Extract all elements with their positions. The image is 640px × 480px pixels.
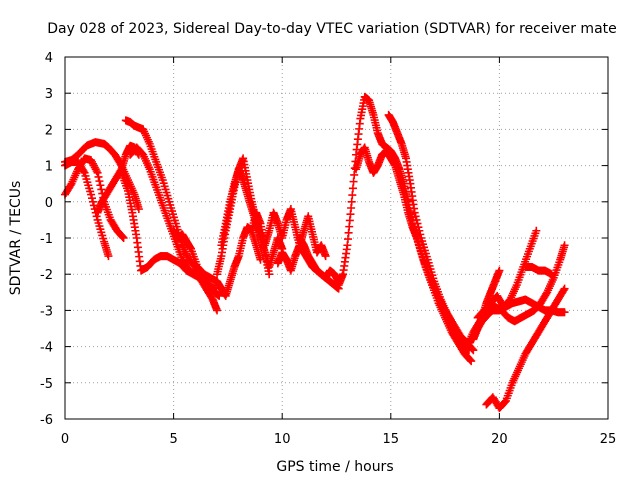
x-tick-label: 0 [61,432,69,447]
data-point [321,252,330,261]
data-point [92,167,101,176]
data-point [256,255,265,264]
data-point [411,212,420,221]
x-tick-label: 5 [169,432,177,447]
data-point [93,168,102,177]
data-point [413,219,422,228]
data-point [104,252,113,261]
data-points [61,92,569,413]
plot-frame [64,56,609,420]
data-point [467,357,476,366]
data-point [532,226,541,235]
series-arc-3 [61,154,128,242]
data-point [88,197,97,206]
data-point [415,226,424,235]
data-point [97,185,106,194]
grid-lines [65,57,608,419]
data-point [542,289,551,298]
data-point [96,181,105,190]
data-point [66,181,75,190]
data-point [560,284,569,293]
data-point [134,205,143,214]
series-arc-7 [117,168,222,315]
series-arc-16 [384,110,478,355]
x-tick-label: 20 [491,432,508,447]
data-point [265,270,274,279]
series-arc-10 [217,165,274,279]
y-tick-label: 2 [45,123,53,138]
x-tick-label: 15 [383,432,400,447]
data-point [87,194,96,203]
data-point [119,234,128,242]
data-point [87,156,96,165]
data-point [91,165,100,174]
x-axis-label: GPS time / hours [276,459,393,475]
series-arc-13 [295,234,343,286]
data-point [87,190,96,199]
data-point [495,266,504,275]
data-point [118,232,127,241]
y-tick-label: 3 [45,87,53,102]
data-point [94,172,103,181]
data-point [89,201,98,210]
data-point [349,177,358,186]
series-arc-21 [482,284,569,413]
y-tick-label: -2 [40,268,53,283]
data-point [468,345,477,354]
data-point [410,208,419,217]
y-tick-label: 1 [45,160,53,175]
y-tick-label: -6 [40,413,53,428]
series-arc-20 [469,266,504,344]
data-point [95,177,104,186]
data-point [466,356,475,365]
data-point [348,191,357,200]
y-tick-label: -3 [40,304,53,319]
data-point [412,215,421,224]
series-arc-19 [473,226,541,322]
data-point [90,163,99,172]
data-point [348,184,357,193]
y-tick-label: -1 [40,232,53,247]
data-point [347,197,356,206]
y-tick-label: 4 [45,51,53,66]
data-point [414,223,423,232]
y-tick-label: 0 [45,196,53,211]
y-tick-label: -4 [40,341,53,356]
y-axis-label: SDTVAR / TECUs [8,181,24,296]
data-point [416,230,425,239]
series-arc-22 [521,262,556,279]
data-point [560,308,569,317]
data-point [469,346,478,355]
data-point [547,270,556,279]
chart-title: Day 028 of 2023, Sidereal Day-to-day VTE… [47,21,617,37]
data-point [560,241,569,250]
data-point [500,397,509,406]
data-point [89,161,98,170]
data-point [559,286,568,295]
y-tick-label: -5 [40,377,53,392]
data-point [87,157,96,166]
data-point [350,170,359,179]
data-point [213,306,222,315]
data-point [92,212,101,221]
series-arc-11 [247,205,330,261]
x-tick-label: 25 [600,432,617,447]
x-tick-label: 10 [274,432,291,447]
data-point [88,159,97,168]
